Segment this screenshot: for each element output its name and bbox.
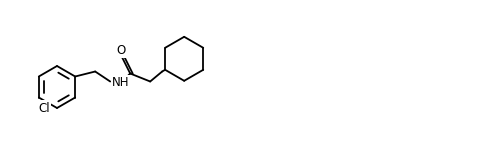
Text: O: O xyxy=(117,44,126,57)
Text: Cl: Cl xyxy=(38,101,50,115)
Text: NH: NH xyxy=(112,76,129,89)
